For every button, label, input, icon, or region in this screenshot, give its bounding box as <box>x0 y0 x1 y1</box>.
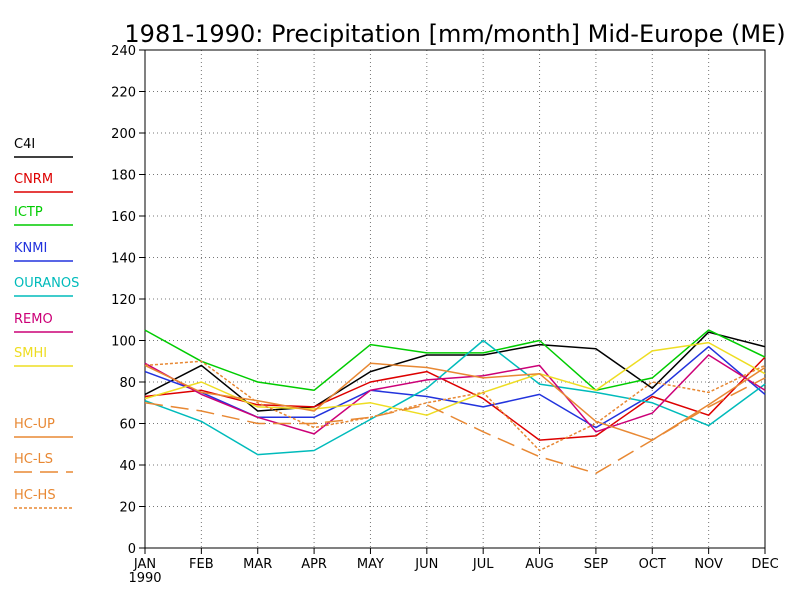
x-tick-label: DEC <box>751 557 778 572</box>
x-axis-sublabel: 1990 <box>128 571 161 586</box>
x-axis: JAN FEB MAR APR MAY JUN JUL AUG SEP OCT NOV DEC <box>133 548 779 572</box>
series-line-hc-up <box>144 362 766 441</box>
x-tick-label: APR <box>301 557 327 572</box>
x-tick-label: NOV <box>694 557 723 572</box>
x-tick-label: MAR <box>243 557 272 572</box>
x-tick-label: MAY <box>357 557 384 572</box>
x-tick-label: JAN <box>133 557 156 572</box>
series-line-remo <box>144 354 766 435</box>
series-line-ictp <box>144 329 766 392</box>
y-tick-label: 20 <box>119 501 136 516</box>
series-line-ouranos <box>144 339 766 456</box>
y-tick-label: 220 <box>111 86 136 101</box>
legend-label-knmi: KNMI <box>14 241 47 256</box>
y-tick-label: 180 <box>111 169 136 184</box>
y-tick-label: 120 <box>111 293 136 308</box>
x-tick-label: JUN <box>414 557 438 572</box>
legend-label-c4i: C4I <box>14 137 35 152</box>
y-tick-label: 100 <box>111 335 136 350</box>
series-lines <box>144 329 766 475</box>
legend: C4I CNRM ICTP KNMI OURANOS REMO SMHI HC-UP HC-LS… <box>14 137 79 509</box>
legend-label-ictp: ICTP <box>14 205 43 220</box>
legend-label-hc-ls: HC-LS <box>14 452 53 467</box>
legend-label-smhi: SMHI <box>14 346 47 361</box>
y-tick-label: 200 <box>111 127 136 142</box>
grid-lines <box>145 50 765 548</box>
y-tick-label: 60 <box>119 418 136 433</box>
series-line-hc-hs <box>144 360 766 452</box>
legend-label-cnrm: CNRM <box>14 172 53 187</box>
y-tick-label: 140 <box>111 252 136 267</box>
y-tick-label: 160 <box>111 210 136 225</box>
x-tick-label: JUL <box>472 557 494 572</box>
series-line-smhi <box>144 341 766 416</box>
x-tick-label: SEP <box>584 557 608 572</box>
y-tick-label: 240 <box>111 44 136 59</box>
legend-label-ouranos: OURANOS <box>14 276 79 291</box>
y-tick-label: 0 <box>128 542 136 557</box>
chart-title: 1981-1990: Precipitation [mm/month] Mid-… <box>124 20 785 48</box>
x-tick-label: AUG <box>525 557 553 572</box>
legend-label-hc-hs: HC-HS <box>14 488 56 503</box>
legend-label-remo: REMO <box>14 312 53 327</box>
x-tick-label: OCT <box>639 557 666 572</box>
series-line-knmi <box>144 345 766 429</box>
y-tick-label: 40 <box>119 459 136 474</box>
legend-label-hc-up: HC-UP <box>14 417 55 432</box>
y-tick-label: 80 <box>119 376 136 391</box>
y-axis: 0 20 40 60 80 100 120 140 160 180 200 220 240 <box>111 44 145 557</box>
x-tick-label: FEB <box>189 557 214 572</box>
series-line-hc-ls <box>144 377 766 475</box>
